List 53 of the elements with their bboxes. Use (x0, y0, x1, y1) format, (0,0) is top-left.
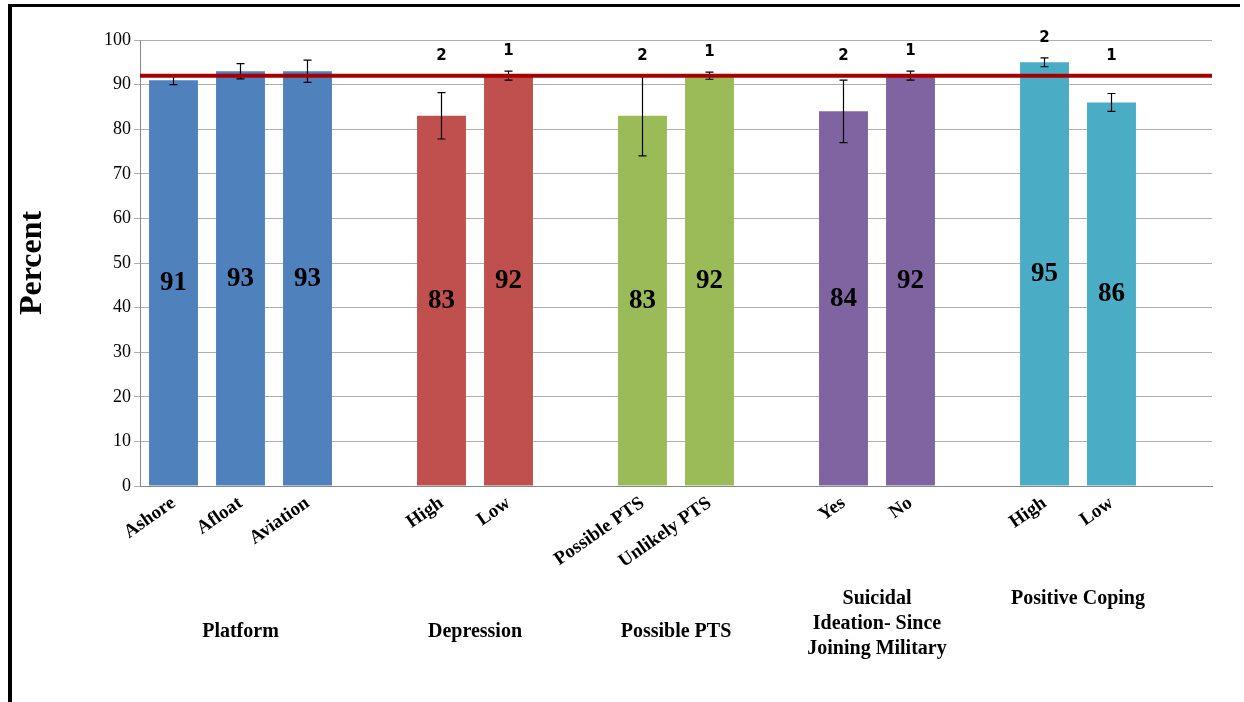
bar (216, 71, 265, 486)
annotation: 1 (905, 41, 916, 60)
annotation: 1 (704, 42, 715, 60)
y-tick-label: 50 (113, 251, 131, 272)
data-label: 93 (227, 261, 254, 292)
bar (1087, 102, 1136, 486)
x-tick-label: Yes (814, 491, 849, 525)
y-tick-label: 0 (122, 474, 131, 495)
text: Positive Coping (1010, 585, 1146, 610)
y-axis-title: Percent (12, 210, 49, 316)
x-tick-label: High (401, 491, 447, 532)
annotation: 2 (838, 45, 849, 64)
y-tick-label: 10 (113, 430, 131, 451)
bar (484, 75, 533, 486)
y-tick-label: 60 (113, 207, 131, 228)
y-tick-label: 30 (113, 340, 131, 361)
data-label: 92 (495, 263, 522, 294)
data-label: 84 (830, 281, 857, 312)
data-label: 92 (897, 263, 924, 294)
y-tick-label: 100 (104, 28, 131, 49)
bar (283, 71, 332, 486)
data-label: 83 (428, 283, 455, 314)
bar (685, 75, 734, 486)
text: Suicidal Ideation- Since Joining Military (806, 585, 948, 660)
y-tick-label: 80 (113, 117, 131, 138)
data-label: 95 (1031, 257, 1058, 288)
bar (149, 80, 198, 486)
bar (618, 115, 667, 486)
y-tick-label: 20 (113, 385, 131, 406)
text: Possible PTS (619, 618, 733, 643)
x-tick-label: No (884, 491, 916, 522)
text: Depression (426, 618, 524, 643)
x-tick-label: Low (472, 491, 514, 530)
bar (1020, 62, 1069, 486)
x-tick-label: Low (1075, 491, 1117, 530)
y-tick-label: 70 (113, 162, 131, 183)
bar (417, 115, 466, 486)
text: Platform (201, 618, 280, 643)
y-tick-label: 90 (113, 73, 131, 94)
bar (886, 75, 935, 486)
data-label: 91 (160, 266, 187, 297)
annotation: 2 (436, 45, 447, 64)
data-label: 92 (696, 263, 723, 294)
bar (819, 111, 868, 486)
data-label: 93 (294, 261, 321, 292)
y-tick-label: 40 (113, 296, 131, 317)
annotation: 2 (1039, 27, 1050, 46)
annotation: 2 (637, 45, 648, 64)
annotation: 1 (503, 41, 514, 60)
data-label: 86 (1098, 277, 1125, 308)
annotation: 1 (1106, 45, 1117, 64)
data-label: 83 (629, 283, 656, 314)
x-tick-label: High (1004, 491, 1050, 532)
